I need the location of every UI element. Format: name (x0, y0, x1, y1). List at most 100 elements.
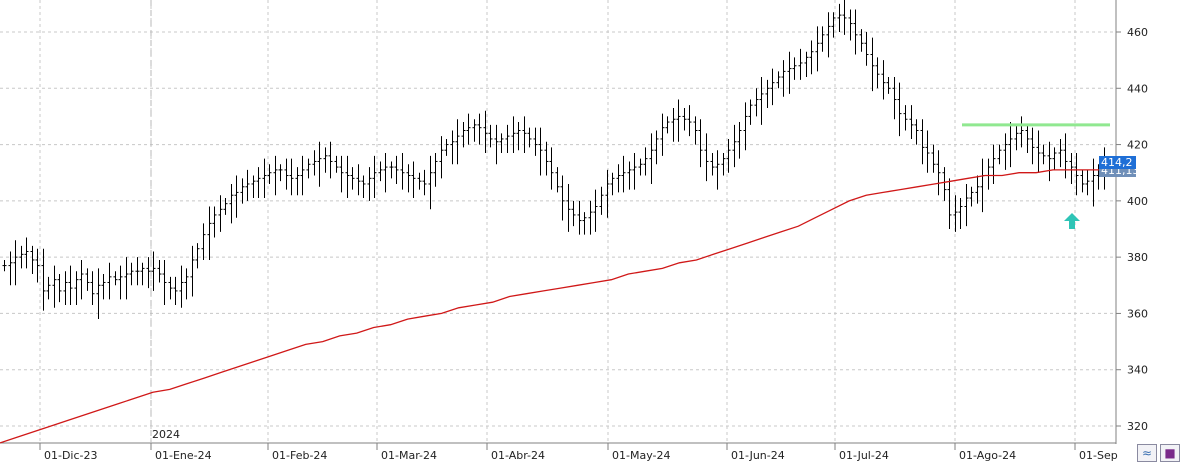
y-axis-ticks: 320 340 360 380 400 420 440 460 (1116, 26, 1148, 433)
price-bar (201, 223, 206, 260)
price-bar (262, 158, 267, 199)
price-bar (223, 198, 228, 215)
price-bar (1080, 169, 1085, 193)
price-bar (599, 186, 604, 215)
price-bar (13, 240, 18, 286)
price-bar (721, 153, 726, 176)
price-bar (90, 271, 95, 305)
up-arrow-icon (1064, 213, 1080, 229)
price-bar (19, 245, 24, 269)
price-bar (776, 71, 781, 89)
price-bar (643, 147, 648, 176)
price-bar (173, 276, 178, 305)
price-bar (920, 119, 925, 165)
price-bar (444, 138, 449, 156)
price-bar (826, 12, 831, 58)
y-tick-label: 320 (1127, 420, 1148, 433)
price-bar (273, 155, 278, 196)
price-bar (1025, 124, 1030, 154)
price-bar (306, 158, 311, 179)
price-bar (936, 150, 941, 196)
price-bar (820, 26, 825, 52)
price-bar (743, 102, 748, 151)
price-bar (931, 144, 936, 173)
price-bar (842, 0, 847, 35)
price-bar (218, 195, 223, 232)
price-bar (942, 167, 947, 201)
price-bar (455, 119, 460, 165)
x-tick-label: 01-Jun-24 (731, 449, 785, 462)
price-bar (649, 133, 654, 184)
price-bar (538, 127, 543, 176)
price-bar (781, 60, 786, 97)
price-bar (555, 167, 560, 193)
price-bar (676, 99, 681, 142)
price-bar (511, 116, 516, 154)
price-bar (505, 124, 510, 154)
price-bar (759, 77, 764, 125)
price-bar (417, 172, 422, 190)
price-bar (638, 158, 643, 176)
price-bar (969, 186, 974, 207)
price-bar (516, 122, 521, 151)
price-bar (179, 265, 184, 308)
price-bar (207, 206, 212, 260)
zigzag-icon[interactable]: ≈ (1137, 444, 1157, 462)
price-bar (312, 150, 317, 176)
price-bar (124, 257, 129, 300)
price-bar (1036, 130, 1041, 173)
price-bar (787, 51, 792, 94)
price-bar (660, 113, 665, 156)
price-bar (892, 77, 897, 120)
price-bars (2, 0, 1107, 320)
price-bar (997, 144, 1002, 165)
price-bar (356, 164, 361, 196)
price-bar (151, 251, 156, 291)
floppy-disk-icon[interactable]: ■ (1160, 444, 1180, 462)
price-bar (632, 153, 637, 190)
y-tick-label: 340 (1127, 364, 1148, 377)
price-bar (323, 147, 328, 173)
price-bar (289, 158, 294, 196)
price-bar (229, 183, 234, 224)
price-bar (975, 175, 980, 204)
price-bar (394, 155, 399, 184)
price-bar (848, 9, 853, 41)
price-bar (2, 259, 7, 272)
y-tick-label: 360 (1127, 307, 1148, 320)
price-bar (875, 57, 880, 89)
price-bar (24, 237, 29, 269)
last-price-tag: 414,2 (1099, 156, 1136, 169)
price-bar (1041, 144, 1046, 165)
price-bar (328, 141, 333, 179)
price-bar (411, 161, 416, 199)
x-tick-label: 01-Ago-24 (959, 449, 1016, 462)
x-axis-ticks: 01-Dic-23 01-Ene-24 01-Feb-24 01-Mar-24 01-A… (39, 443, 1118, 462)
price-bar (925, 130, 930, 173)
price-bar (544, 141, 549, 176)
price-bar (499, 133, 504, 154)
price-bar (1069, 153, 1074, 184)
price-bar (234, 175, 239, 218)
price-bar (428, 155, 433, 210)
price-bar (52, 265, 57, 308)
price-bar (284, 158, 289, 190)
price-bar (400, 153, 405, 190)
price-bar (372, 155, 377, 199)
price-bar (1058, 138, 1063, 168)
price-bar (1014, 124, 1019, 151)
price-bar (605, 169, 610, 218)
price-bar (737, 122, 742, 159)
price-bar (837, 3, 842, 32)
price-bar (483, 110, 488, 154)
x-tick-label: 01-Ene-24 (155, 449, 212, 462)
price-bar (63, 271, 68, 305)
price-bar (804, 51, 809, 78)
price-bar (881, 60, 886, 100)
x-tick-label: 01-May-24 (612, 449, 670, 462)
price-bar (107, 262, 112, 300)
price-bar (991, 144, 996, 184)
price-bar (339, 155, 344, 193)
price-bar (715, 150, 720, 190)
price-bar (212, 206, 217, 238)
